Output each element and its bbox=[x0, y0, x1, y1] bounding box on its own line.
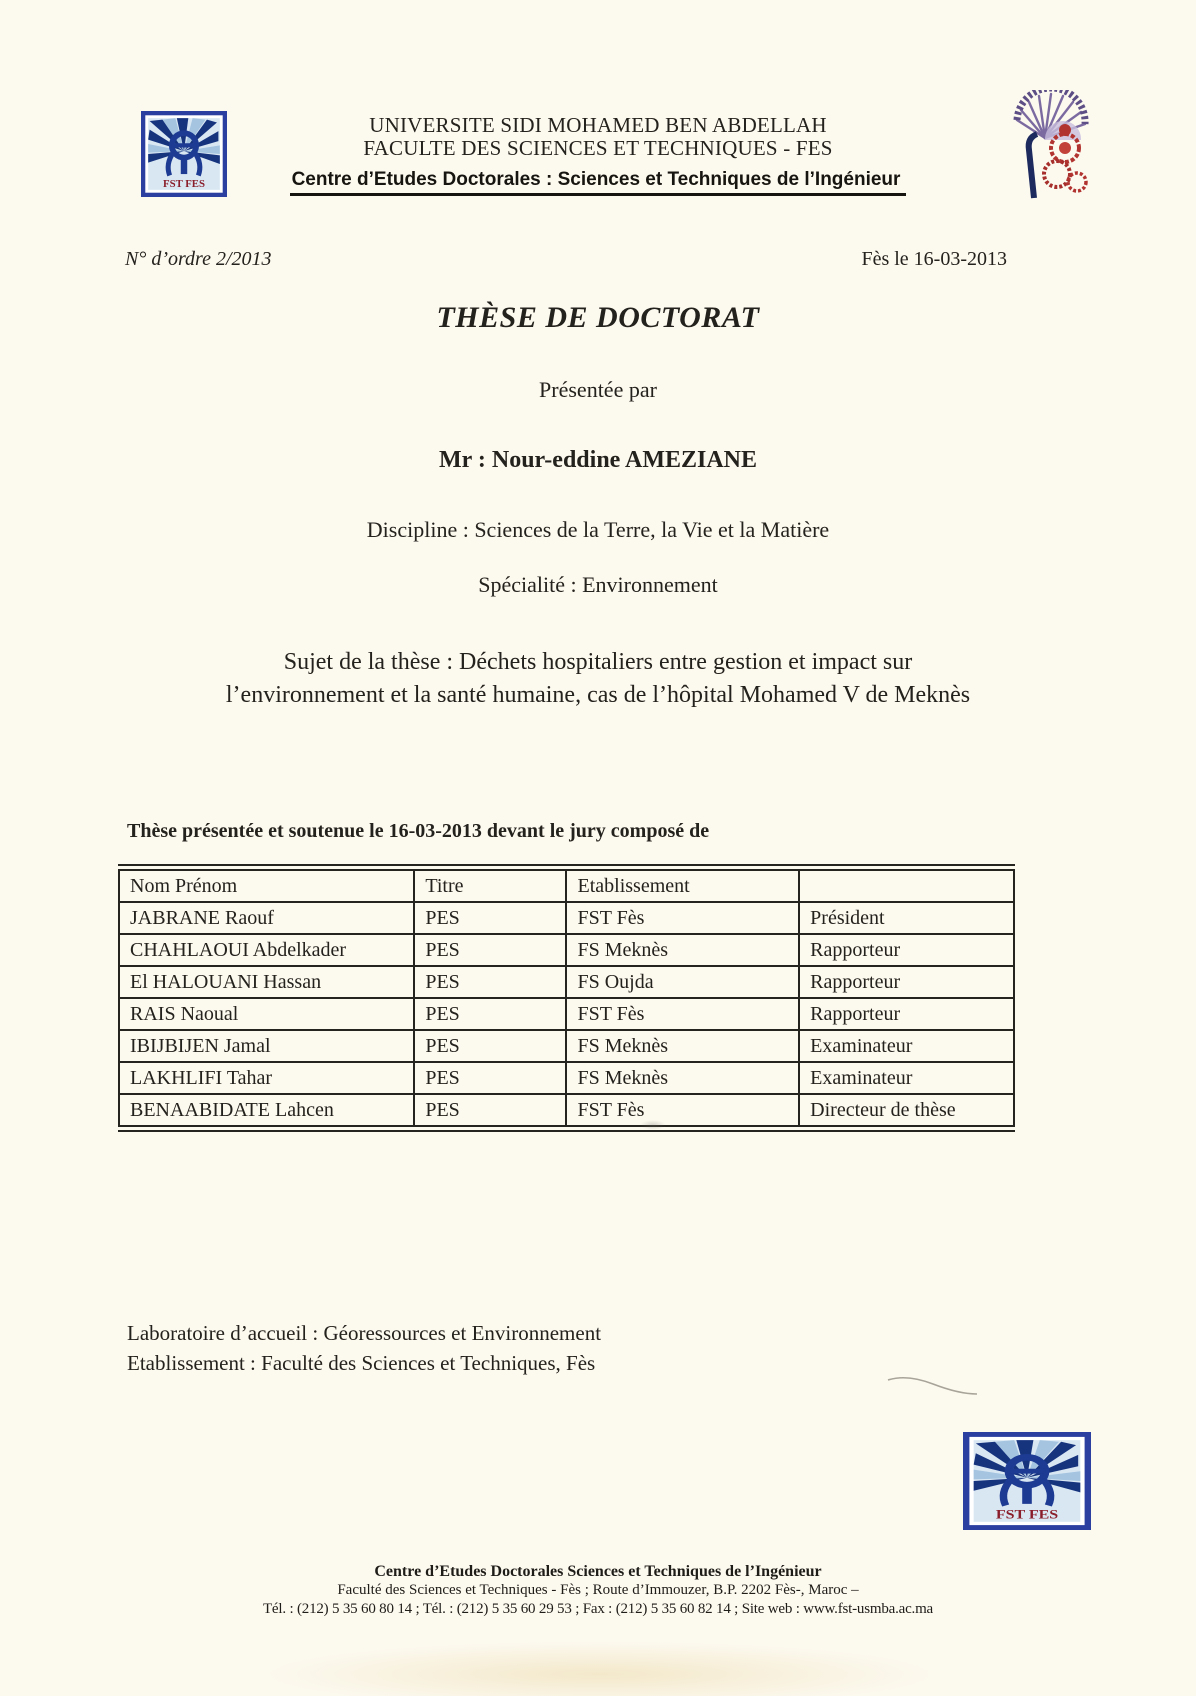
thesis-title: THÈSE DE DOCTORAT bbox=[436, 301, 760, 334]
author-name: Mr : Nour-eddine AMEZIANE bbox=[439, 447, 757, 473]
jury-cell-title: PES bbox=[413, 1093, 568, 1127]
jury-header-cell bbox=[798, 869, 1015, 903]
footer-address-line: Faculté des Sciences et Techniques - Fès… bbox=[337, 1582, 859, 1598]
jury-cell-establishment: FS Meknès bbox=[565, 1029, 801, 1063]
jury-intro-line: Thèse présentée et soutenue le 16-03-201… bbox=[127, 820, 710, 842]
jury-cell-title: PES bbox=[413, 901, 568, 935]
host-laboratory-line: Laboratoire d’accueil : Géoressources et… bbox=[127, 1321, 602, 1345]
discipline-line: Discipline : Sciences de la Terre, la Vi… bbox=[366, 517, 830, 542]
jury-cell-title: PES bbox=[413, 965, 568, 999]
thesis-subject: Sujet de la thèse : Déchets hospitaliers… bbox=[0, 646, 1196, 712]
pen-mark bbox=[887, 1376, 978, 1395]
jury-cell-establishment: FST Fès bbox=[565, 901, 801, 935]
footer-block: Centre d’Etudes Doctorales Sciences et T… bbox=[0, 1562, 1196, 1619]
footer-contact-line: Tél. : (212) 5 35 60 80 14 ; Tél. : (212… bbox=[262, 1601, 934, 1617]
jury-cell-title: PES bbox=[413, 1029, 568, 1063]
jury-cell-name: LAKHLIFI Tahar bbox=[117, 1061, 416, 1095]
jury-table-wrapper: Nom Prénom Titre Etablissement JABRANE R… bbox=[117, 864, 1015, 1132]
host-establishment-line: Etablissement : Faculté des Sciences et … bbox=[127, 1351, 596, 1375]
usmba-emblem-icon bbox=[1013, 90, 1089, 199]
jury-cell-name: BENAABIDATE Lahcen bbox=[117, 1093, 416, 1127]
jury-cell-name: IBIJBIJEN Jamal bbox=[117, 1029, 416, 1063]
jury-row: RAIS Naoual PES FST Fès Rapporteur bbox=[117, 997, 1015, 1031]
jury-header-cell: Nom Prénom bbox=[117, 869, 416, 903]
jury-table: Nom Prénom Titre Etablissement JABRANE R… bbox=[117, 869, 1015, 1127]
host-block: Laboratoire d’accueil : Géoressources et… bbox=[127, 1318, 601, 1378]
jury-row: IBIJBIJEN Jamal PES FS Meknès Examinateu… bbox=[117, 1029, 1015, 1063]
jury-cell-role: Directeur de thèse bbox=[798, 1093, 1015, 1127]
thesis-subject-line1: Sujet de la thèse : Déchets hospitaliers… bbox=[283, 649, 913, 675]
jury-row: BENAABIDATE Lahcen PES FST Fès Directeur… bbox=[117, 1093, 1015, 1127]
jury-cell-title: PES bbox=[413, 997, 568, 1031]
jury-header-cell: Titre bbox=[413, 869, 568, 903]
jury-cell-establishment: FS Meknès bbox=[565, 1061, 801, 1095]
jury-cell-establishment: FST Fès bbox=[565, 1093, 801, 1127]
order-number: N° d’ordre 2/2013 bbox=[125, 248, 272, 270]
presented-by-label: Présentée par bbox=[539, 377, 657, 402]
jury-row: CHAHLAOUI Abdelkader PES FS Meknès Rappo… bbox=[117, 933, 1015, 967]
scan-smudge bbox=[640, 1120, 666, 1130]
footer-center-line: Centre d’Etudes Doctorales Sciences et T… bbox=[374, 1563, 822, 1580]
jury-cell-role: Rapporteur bbox=[798, 997, 1015, 1031]
jury-row: El HALOUANI Hassan PES FS Oujda Rapporte… bbox=[117, 965, 1015, 999]
jury-header-cell: Etablissement bbox=[565, 869, 801, 903]
fst-fes-logo-bottom bbox=[963, 1432, 1091, 1530]
letterhead: UNIVERSITE SIDI MOHAMED BEN ABDELLAH FAC… bbox=[0, 114, 1196, 196]
jury-row: LAKHLIFI Tahar PES FS Meknès Examinateur bbox=[117, 1061, 1015, 1095]
jury-cell-name: JABRANE Raouf bbox=[117, 901, 416, 935]
jury-header-row: Nom Prénom Titre Etablissement bbox=[117, 869, 1015, 903]
doctoral-center-line: Centre d’Etudes Doctorales : Sciences et… bbox=[289, 169, 907, 196]
scan-shadow bbox=[270, 1642, 930, 1696]
jury-cell-establishment: FS Meknès bbox=[565, 933, 801, 967]
jury-cell-role: Examinateur bbox=[798, 1029, 1015, 1063]
university-name: UNIVERSITE SIDI MOHAMED BEN ABDELLAH bbox=[369, 113, 827, 137]
jury-cell-role: Rapporteur bbox=[798, 965, 1015, 999]
jury-cell-name: El HALOUANI Hassan bbox=[117, 965, 416, 999]
jury-cell-role: Examinateur bbox=[798, 1061, 1015, 1095]
jury-cell-role: Rapporteur bbox=[798, 933, 1015, 967]
thesis-subject-line2: l’environnement et la santé humaine, cas… bbox=[225, 682, 971, 708]
jury-cell-role: Président bbox=[798, 901, 1015, 935]
jury-cell-title: PES bbox=[413, 933, 568, 967]
faculty-name: FACULTE DES SCIENCES ET TECHNIQUES - FES bbox=[363, 136, 833, 160]
jury-cell-name: RAIS Naoual bbox=[117, 997, 416, 1031]
jury-cell-title: PES bbox=[413, 1061, 568, 1095]
order-date-row: N° d’ordre 2/2013 Fès le 16-03-2013 bbox=[125, 248, 1007, 271]
jury-cell-name: CHAHLAOUI Abdelkader bbox=[117, 933, 416, 967]
jury-cell-establishment: FS Oujda bbox=[565, 965, 801, 999]
place-date: Fès le 16-03-2013 bbox=[861, 248, 1007, 270]
jury-cell-establishment: FST Fès bbox=[565, 997, 801, 1031]
jury-row: JABRANE Raouf PES FST Fès Président bbox=[117, 901, 1015, 935]
specialty-line: Spécialité : Environnement bbox=[478, 572, 718, 597]
